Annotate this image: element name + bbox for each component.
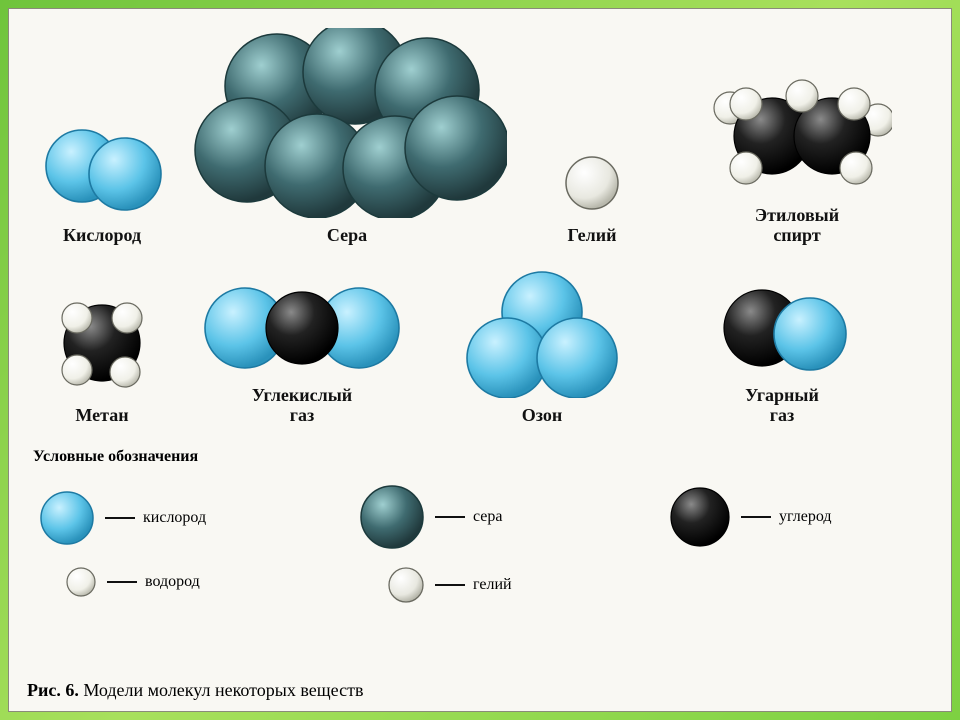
caption-fig: Рис. 6. xyxy=(27,680,79,700)
molecule-co: Угарный газ xyxy=(657,278,907,426)
label-ozone: Озон xyxy=(522,406,563,426)
label-methane: Метан xyxy=(75,406,128,426)
label-helium: Гелий xyxy=(568,226,617,246)
legend-label-oxygen: кислород xyxy=(143,509,206,527)
legend-label-sulfur: сера xyxy=(473,508,503,526)
molecule-methane: Метан xyxy=(27,288,177,426)
label-co2: Углекислый газ xyxy=(252,386,352,426)
molecule-ethanol: Этиловый спирт xyxy=(667,68,927,246)
outer-gradient-frame: Кислород Сера Гелий xyxy=(0,0,960,720)
content-panel: Кислород Сера Гелий xyxy=(8,8,952,712)
legend-label-helium: гелий xyxy=(473,576,512,594)
dash-icon xyxy=(105,517,135,519)
figure-caption: Рис. 6. Модели молекул некоторых веществ xyxy=(27,680,363,701)
dash-icon xyxy=(107,581,137,583)
legend-item-carbon: углерод xyxy=(667,484,832,550)
molecule-oxygen: Кислород xyxy=(27,118,177,246)
molecule-ozone: Озон xyxy=(427,268,657,426)
label-oxygen: Кислород xyxy=(63,226,141,246)
label-co: Угарный газ xyxy=(745,386,819,426)
dash-icon xyxy=(435,584,465,586)
label-sulfur: Сера xyxy=(327,226,367,246)
molecule-co2: Углекислый газ xyxy=(177,278,427,426)
molecule-helium: Гелий xyxy=(517,148,667,246)
caption-text: Модели молекул некоторых веществ xyxy=(79,680,364,700)
molecule-row-2: Метан Углекислый газ Озон Угарный газ xyxy=(27,256,933,426)
legend-item-hydrogen: водород xyxy=(63,564,200,600)
dash-icon xyxy=(435,516,465,518)
legend-block: кислород водород сера гелий углерод xyxy=(27,478,933,628)
legend-item-oxygen: кислород xyxy=(37,488,206,548)
legend-label-carbon: углерод xyxy=(779,508,832,526)
legend-title: Условные обозначения xyxy=(33,448,933,466)
legend-item-sulfur: сера xyxy=(357,482,503,552)
dash-icon xyxy=(741,516,771,518)
label-ethanol: Этиловый спирт xyxy=(755,206,839,246)
molecule-row-1: Кислород Сера Гелий xyxy=(27,21,933,246)
legend-label-hydrogen: водород xyxy=(145,573,200,591)
legend-item-helium: гелий xyxy=(385,564,512,606)
molecule-sulfur: Сера xyxy=(177,28,517,246)
